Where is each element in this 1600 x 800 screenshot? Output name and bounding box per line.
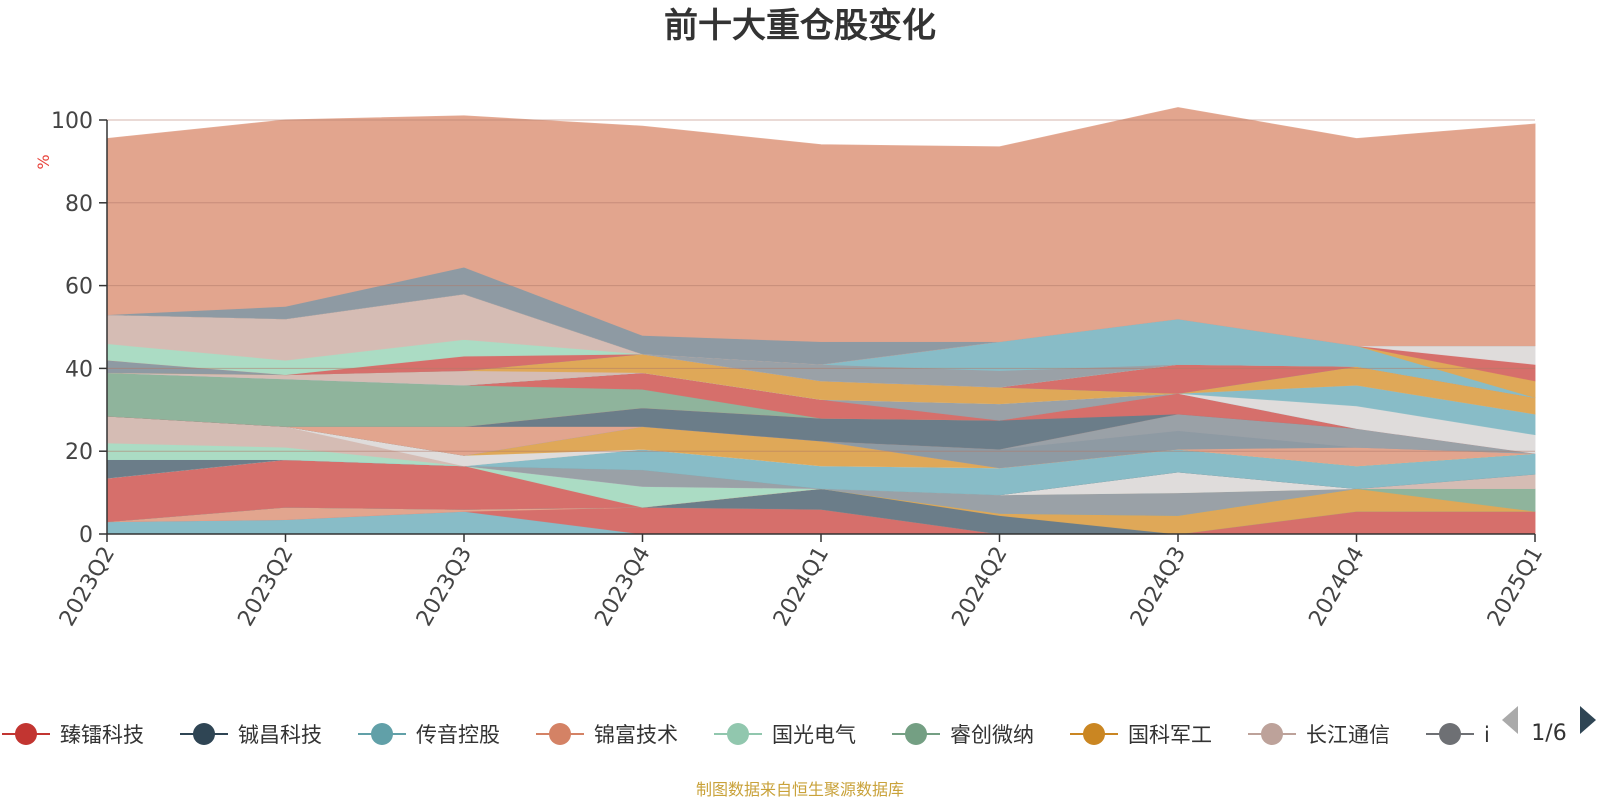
legend-item[interactable]: 国科军工	[1070, 723, 1212, 747]
legend-item[interactable]: 臻镭科技	[2, 723, 144, 747]
legend-label: 锦富技术	[594, 723, 678, 747]
x-tick-label: 2024Q4	[1304, 543, 1369, 631]
x-tick-label: 2024Q2	[947, 543, 1012, 631]
legend-marker-icon	[15, 723, 37, 745]
legend-marker-icon	[1083, 723, 1105, 745]
legend-label: 铖昌科技	[238, 723, 322, 747]
y-tick-label: 60	[65, 275, 93, 300]
y-tick-label: 100	[51, 109, 93, 134]
legend-next-icon[interactable]	[1580, 706, 1596, 734]
legend-label: 臻镭科技	[60, 723, 144, 747]
legend-item[interactable]: i	[1426, 723, 1490, 747]
grid-lines	[107, 119, 1535, 452]
legend-label: 传音控股	[416, 723, 500, 747]
chart-title: 前十大重仓股变化	[664, 6, 936, 46]
x-tick-label: 2023Q2	[233, 543, 298, 631]
legend-label: 睿创微纳	[950, 723, 1034, 747]
legend: 臻镭科技 铖昌科技 传音控股 锦富技术 国光电气 睿创微纳 国科军工 长江通信 i	[2, 723, 1490, 747]
legend-marker-icon	[193, 723, 215, 745]
legend-item[interactable]: 国光电气	[714, 723, 856, 747]
legend-marker-icon	[1439, 723, 1461, 745]
legend-prev-icon[interactable]	[1502, 706, 1518, 734]
legend-pager: 1/6	[1502, 706, 1596, 746]
legend-label: 长江通信	[1306, 723, 1390, 747]
legend-page-indicator: 1/6	[1531, 721, 1566, 746]
legend-marker-icon	[549, 723, 571, 745]
x-tick-label: 2023Q4	[590, 543, 655, 631]
legend-marker-icon	[727, 723, 749, 745]
y-tick-label: 80	[65, 192, 93, 217]
legend-marker-icon	[1261, 723, 1283, 745]
x-tick-label: 2024Q3	[1126, 543, 1191, 631]
legend-label: 国科军工	[1128, 723, 1212, 747]
x-tick-label: 2023Q3	[412, 543, 477, 631]
y-tick-label: 20	[65, 440, 93, 465]
y-axis-unit: %	[34, 154, 53, 169]
x-tick-label: 2024Q1	[769, 543, 834, 631]
x-tick-label: 2023Q2	[55, 543, 120, 631]
y-tick-label: 0	[79, 523, 93, 548]
y-tick-label: 40	[65, 357, 93, 382]
data-source-note: 制图数据来自恒生聚源数据库	[696, 780, 904, 799]
legend-item[interactable]: 睿创微纳	[892, 723, 1034, 747]
legend-item[interactable]: 长江通信	[1248, 723, 1390, 747]
legend-item[interactable]: 铖昌科技	[180, 723, 322, 747]
legend-label: 国光电气	[772, 723, 856, 747]
legend-marker-icon	[371, 723, 393, 745]
legend-item[interactable]: 锦富技术	[536, 723, 678, 747]
legend-label: i	[1484, 723, 1490, 747]
area-series-group	[106, 107, 1536, 535]
x-tick-label: 2025Q1	[1483, 543, 1548, 631]
legend-item[interactable]: 传音控股	[358, 723, 500, 747]
legend-marker-icon	[905, 723, 927, 745]
